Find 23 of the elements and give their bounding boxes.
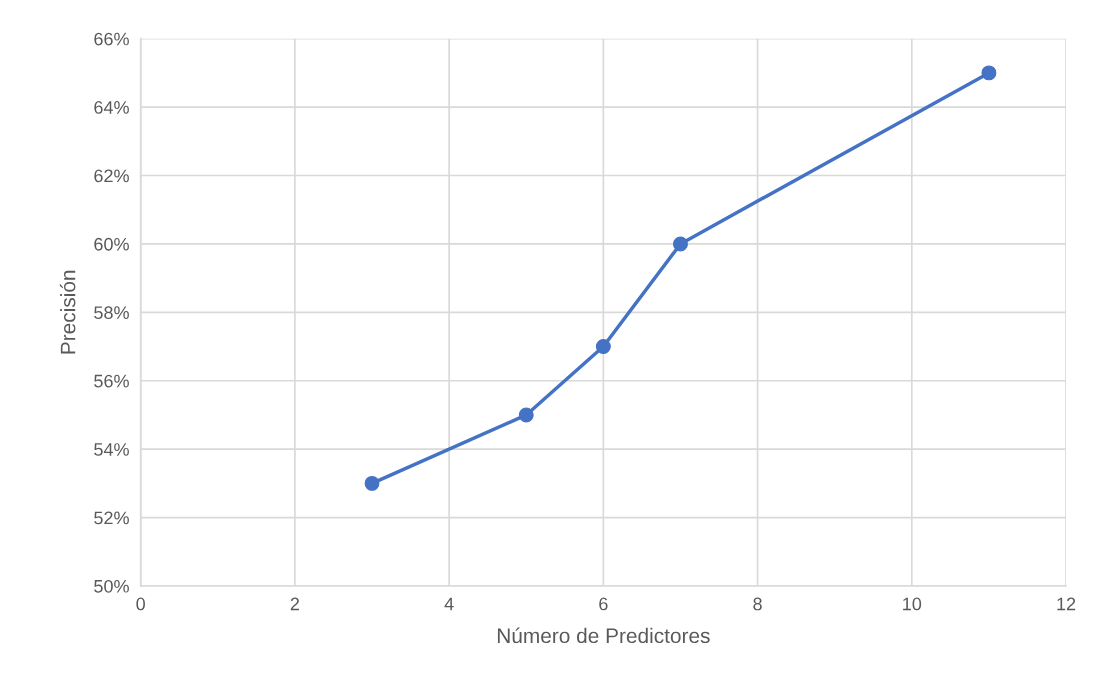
y-tick-label: 52% [94,511,129,525]
x-tick-label: 8 [753,597,762,611]
y-tick-label: 62% [94,169,129,183]
x-tick-label: 12 [1057,597,1076,611]
point [981,65,997,81]
y-axis-title: Precisión [59,270,76,354]
y-tick-label: 56% [94,374,129,388]
x-tick-label: 2 [290,597,300,611]
y-tick-label: 60% [94,237,129,251]
y-tick-label: 50% [94,579,129,593]
point [364,475,380,491]
y-tick-label: 54% [94,443,129,456]
point [518,407,534,423]
x-tick-label: 6 [599,597,608,611]
y-tick-label: 64% [94,101,129,114]
point [595,339,611,354]
x-tick-label: 4 [444,597,454,611]
y-tick-label: 58% [94,306,129,320]
x-tick-label: 10 [903,597,922,611]
y-tick-label: 66% [94,32,129,46]
point [673,236,688,252]
x-tick-label: 0 [136,597,145,611]
x-axis-title: Número de Predictores [497,627,710,644]
